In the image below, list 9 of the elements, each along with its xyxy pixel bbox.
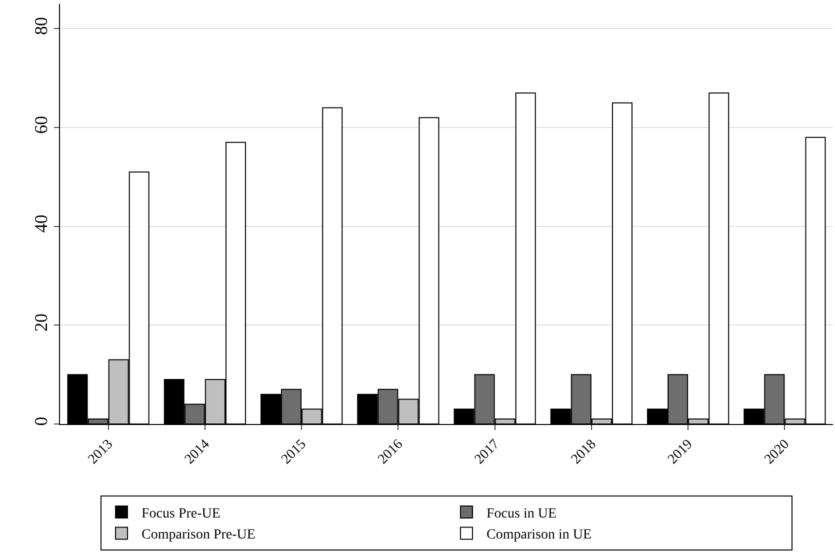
legend-label: Comparison in UE: [486, 528, 592, 543]
y-tick-label: 0: [30, 416, 51, 426]
legend-label: Comparison Pre-UE: [142, 528, 256, 543]
legend-label: Focus in UE: [486, 506, 556, 522]
y-tick-label: 60: [30, 116, 51, 134]
y-tick-label: 80: [30, 17, 51, 36]
y-tick-label: 20: [30, 313, 51, 332]
legend-label: Focus Pre-UE: [142, 506, 220, 522]
y-tick-label: 40: [30, 214, 51, 233]
